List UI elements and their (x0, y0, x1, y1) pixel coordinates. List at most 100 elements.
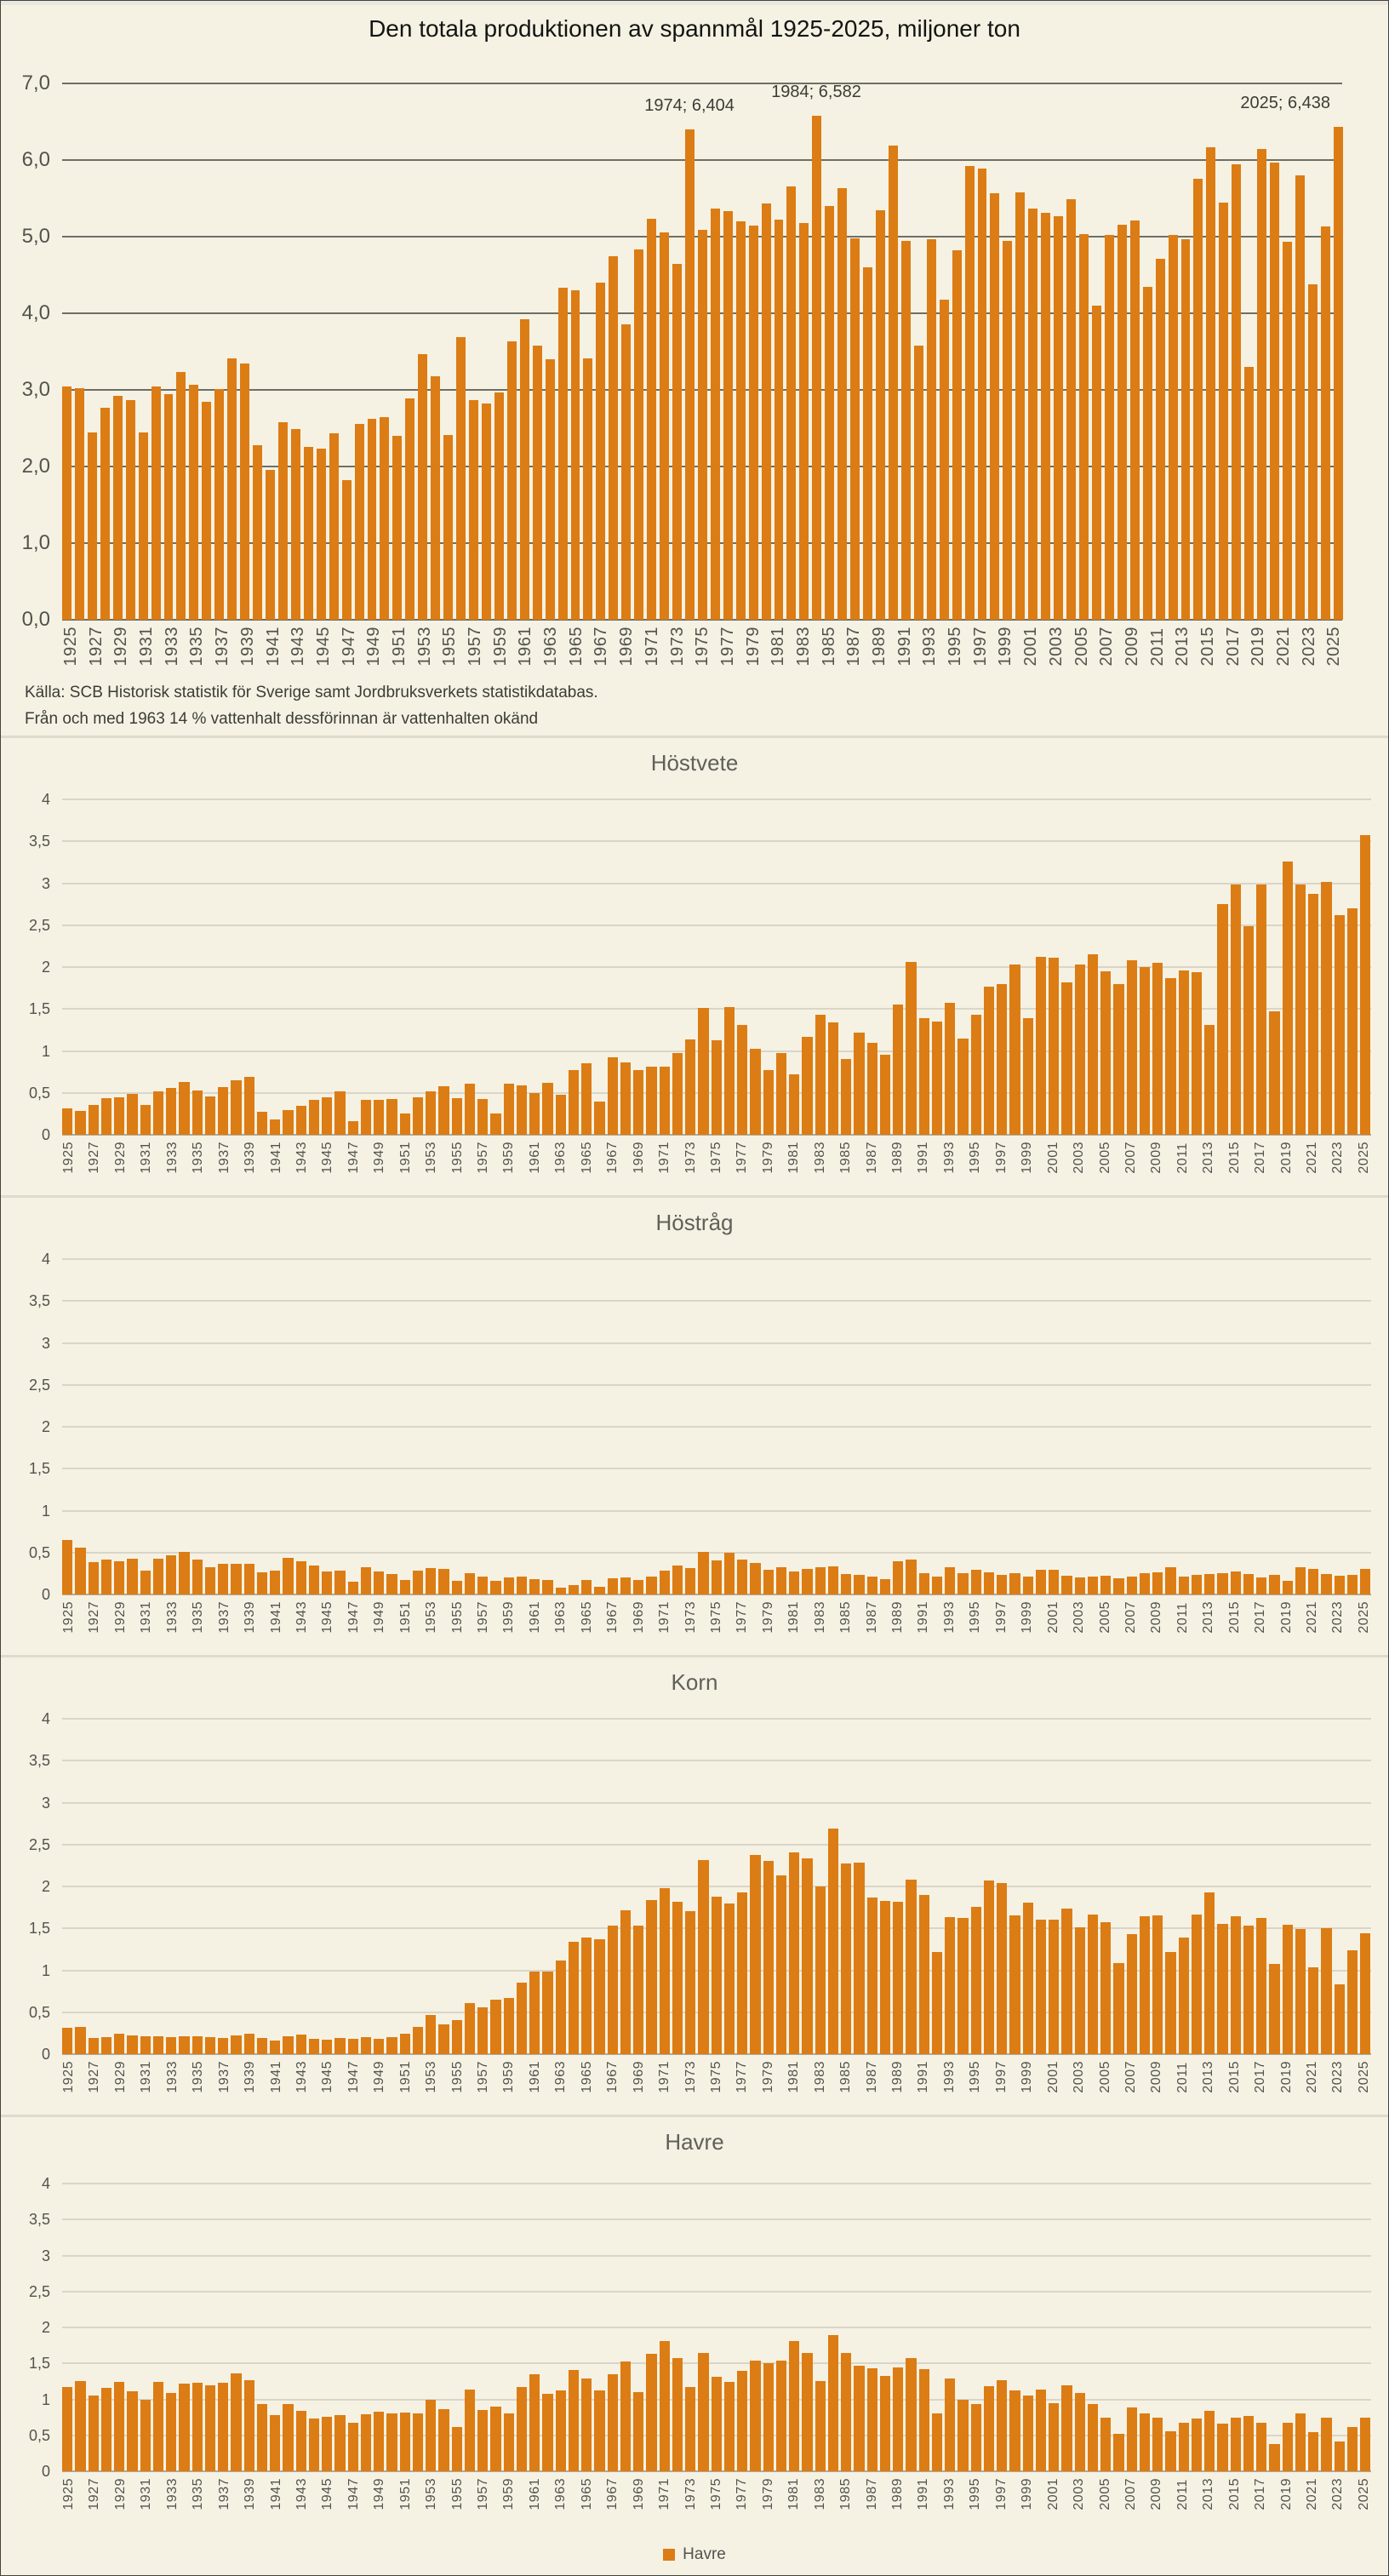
bar-hostvete-1974 (698, 1008, 709, 1135)
bar-havre-2019 (1282, 2423, 1293, 2471)
bar-korn-1965 (581, 1938, 592, 2054)
x-slot: 1981 (786, 2061, 801, 2093)
bar-havre-1983 (815, 2381, 826, 2471)
x-slot (700, 1601, 707, 1634)
bar-hostvete-2010 (1165, 977, 1176, 1135)
x-axis-label-1937: 1937 (213, 627, 232, 667)
x-slot (260, 2061, 266, 2093)
x-axis-label-2015: 2015 (1198, 627, 1217, 667)
x-slot (588, 627, 590, 667)
x-axis-label-1941: 1941 (268, 2478, 283, 2510)
x-slot (570, 1601, 577, 1634)
x-slot (622, 1601, 629, 1634)
x-slot (78, 2478, 85, 2510)
x-axis-label-2023: 2023 (1330, 2478, 1346, 2510)
x-slot: 1945 (320, 2478, 334, 2510)
x-axis-label-2009: 2009 (1149, 1601, 1164, 1634)
bar-hostvete-1996 (983, 986, 994, 1135)
bar-hostrag-1983 (815, 1567, 826, 1594)
x-slot (518, 1601, 525, 1634)
x-axis-label-1993: 1993 (941, 2061, 957, 2093)
bar-havre-1974 (698, 2353, 709, 2471)
bar-total-1985 (825, 206, 835, 620)
x-axis-label-1941: 1941 (268, 2061, 283, 2093)
x-slot: 1969 (632, 2061, 646, 2093)
x-axis-label-1931: 1931 (137, 627, 157, 667)
x-axis-label-1943: 1943 (289, 627, 308, 667)
x-slot: 2015 (1227, 1601, 1242, 1634)
bar-korn-2008 (1139, 1916, 1150, 2054)
x-slot: 2001 (1045, 2061, 1060, 2093)
gridline-3,5 (62, 2218, 1371, 2221)
x-slot: 1943 (294, 2478, 309, 2510)
x-slot: 2021 (1305, 1142, 1319, 1174)
bar-hostrag-1988 (879, 1579, 890, 1594)
x-slot (1011, 1601, 1018, 1634)
x-slot (985, 1601, 992, 1634)
bar-total-1965 (570, 290, 580, 620)
x-slot: 1943 (289, 627, 308, 667)
gridline-1,5 (62, 2362, 1371, 2365)
bar-hostrag-1943 (295, 1560, 306, 1594)
x-slot (182, 1142, 189, 1174)
bar-hostrag-1975 (711, 1560, 722, 1594)
bar-total-1975 (697, 229, 707, 620)
x-axis-label-2001: 2001 (1045, 2061, 1060, 2093)
x-axis-label-2017: 2017 (1253, 2061, 1268, 2093)
bar-hostrag-1932 (152, 1558, 163, 1594)
x-axis-label-2013: 2013 (1201, 2478, 1216, 2510)
x-slot (1218, 1142, 1225, 1174)
bar-hostrag-1963 (555, 1588, 566, 1594)
x-slot: 1981 (786, 2478, 801, 2510)
bar-total-2000 (1015, 192, 1026, 620)
bar-havre-1958 (490, 2406, 501, 2471)
y-axis-label: 0 (41, 1126, 50, 1143)
x-axis-label-1987: 1987 (844, 627, 864, 667)
y-axis-label: 0 (41, 1586, 50, 1603)
bar-total-1984 (812, 115, 822, 620)
x-slot: 2025 (1357, 2478, 1371, 2510)
y-axis-label: 4 (41, 791, 50, 808)
x-axis-label-1979: 1979 (760, 2478, 775, 2510)
x-slot (933, 2478, 940, 2510)
bar-havre-1957 (477, 2410, 489, 2471)
gridline-2,5 (62, 2290, 1371, 2293)
x-slot: 2025 (1357, 1601, 1371, 1634)
bar-total-1931 (138, 432, 148, 620)
x-slot: 1969 (617, 627, 636, 667)
y-axis-label: 3,5 (28, 2211, 50, 2229)
x-slot: 2009 (1123, 627, 1141, 667)
x-axis-label-1937: 1937 (216, 2061, 232, 2093)
x-axis-label-1945: 1945 (320, 2061, 335, 2093)
bar-havre-2023 (1334, 2441, 1345, 2471)
x-axis-label-2007: 2007 (1123, 1142, 1138, 1174)
x-axis-label-2005: 2005 (1097, 2478, 1112, 2510)
x-axis-label-2003: 2003 (1072, 2478, 1087, 2510)
gridline-0 (62, 1134, 1371, 1136)
x-slot: 1957 (476, 2478, 490, 2510)
bar-havre-1954 (438, 2409, 449, 2471)
x-slot: 1989 (890, 2061, 905, 2093)
bar-total-1995 (952, 250, 962, 620)
y-axis-label: 4 (41, 1710, 50, 1727)
bar-korn-1942 (283, 2036, 294, 2054)
plot-area-total: 0,0 1,0 2,0 3,0 4,0 5,0 6,0 7,0 1974; 6,404 1984;… (22, 73, 1344, 667)
bar-hostrag-2017 (1256, 1577, 1267, 1594)
bar-havre-1929 (114, 2382, 125, 2471)
bar-total-1982 (786, 186, 797, 620)
x-slot: 1967 (592, 627, 610, 667)
x-slot: 1951 (398, 2478, 413, 2510)
x-slot: 1995 (968, 2061, 982, 2093)
x-axis-label-1955: 1955 (449, 2478, 465, 2510)
x-slot: 1953 (424, 1601, 438, 1634)
x-slot: 2003 (1047, 627, 1066, 667)
bar-hostrag-1959 (503, 1577, 514, 1594)
bar-korn-1998 (1009, 1915, 1020, 2054)
bar-total-1949 (367, 419, 377, 620)
bar-total-1968 (609, 255, 619, 620)
x-axis-label-2013: 2013 (1201, 1142, 1216, 1174)
x-slot (1011, 2061, 1018, 2093)
x-axis-label-1963: 1963 (541, 627, 561, 667)
x-axis-label-2021: 2021 (1305, 1601, 1319, 1634)
bar-korn-1973 (685, 1910, 696, 2054)
